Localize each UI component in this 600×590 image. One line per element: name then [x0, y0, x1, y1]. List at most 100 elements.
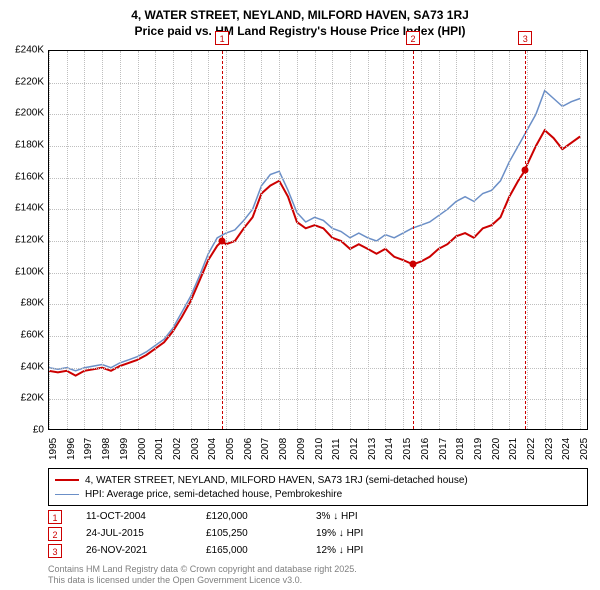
x-tick-label: 1997	[83, 438, 94, 460]
legend-label: HPI: Average price, semi-detached house,…	[85, 489, 342, 500]
event-row: 326-NOV-2021£165,00012% ↓ HPI	[48, 542, 588, 559]
event-date: 24-JUL-2015	[86, 528, 206, 539]
grid-line	[49, 336, 587, 337]
event-price: £105,250	[206, 528, 316, 539]
event-marker-label: 2	[406, 31, 420, 45]
grid-line	[509, 51, 510, 429]
grid-line	[49, 83, 587, 84]
events-table: 111-OCT-2004£120,0003% ↓ HPI224-JUL-2015…	[48, 508, 588, 559]
grid-line	[191, 51, 192, 429]
grid-line	[49, 114, 587, 115]
legend-label: 4, WATER STREET, NEYLAND, MILFORD HAVEN,…	[85, 475, 468, 486]
grid-line	[474, 51, 475, 429]
y-tick-label: £220K	[15, 76, 44, 87]
y-tick-label: £160K	[15, 171, 44, 182]
x-tick-label: 2016	[420, 438, 431, 460]
grid-line	[492, 51, 493, 429]
x-tick-label: 2013	[367, 438, 378, 460]
y-tick-label: £0	[33, 425, 44, 436]
grid-line	[297, 51, 298, 429]
grid-line	[332, 51, 333, 429]
chart-title: 4, WATER STREET, NEYLAND, MILFORD HAVEN,…	[0, 0, 600, 39]
y-tick-label: £120K	[15, 235, 44, 246]
event-diff: 12% ↓ HPI	[316, 545, 363, 556]
legend: 4, WATER STREET, NEYLAND, MILFORD HAVEN,…	[48, 468, 588, 506]
grid-line	[261, 51, 262, 429]
grid-line	[49, 304, 587, 305]
event-marker-dot	[522, 166, 529, 173]
x-tick-label: 2010	[314, 438, 325, 460]
grid-line	[208, 51, 209, 429]
grid-line	[84, 51, 85, 429]
event-number-box: 3	[48, 544, 62, 558]
legend-item: HPI: Average price, semi-detached house,…	[55, 487, 581, 501]
event-marker-line	[525, 51, 526, 429]
x-tick-label: 2021	[508, 438, 519, 460]
x-tick-label: 1998	[101, 438, 112, 460]
x-tick-label: 2018	[455, 438, 466, 460]
x-tick-label: 2015	[402, 438, 413, 460]
grid-line	[49, 368, 587, 369]
grid-line	[49, 178, 587, 179]
grid-line	[421, 51, 422, 429]
event-marker-dot	[219, 238, 226, 245]
chart-plot-area: 123	[48, 50, 588, 430]
grid-line	[49, 399, 587, 400]
y-tick-label: £60K	[21, 330, 44, 341]
y-tick-label: £100K	[15, 266, 44, 277]
y-axis: £0£20K£40K£60K£80K£100K£120K£140K£160K£1…	[0, 50, 46, 430]
grid-line	[580, 51, 581, 429]
x-tick-label: 2009	[296, 438, 307, 460]
grid-line	[545, 51, 546, 429]
x-tick-label: 2008	[278, 438, 289, 460]
x-tick-label: 2023	[544, 438, 555, 460]
x-tick-label: 2020	[491, 438, 502, 460]
event-number-box: 1	[48, 510, 62, 524]
grid-line	[155, 51, 156, 429]
legend-swatch	[55, 494, 79, 495]
x-tick-label: 1996	[66, 438, 77, 460]
y-tick-label: £20K	[21, 393, 44, 404]
x-tick-label: 2012	[349, 438, 360, 460]
grid-line	[527, 51, 528, 429]
grid-line	[49, 273, 587, 274]
grid-line	[350, 51, 351, 429]
x-tick-label: 2007	[260, 438, 271, 460]
x-tick-label: 2022	[526, 438, 537, 460]
grid-line	[49, 241, 587, 242]
grid-line	[315, 51, 316, 429]
y-tick-label: £140K	[15, 203, 44, 214]
grid-line	[49, 146, 587, 147]
event-diff: 3% ↓ HPI	[316, 511, 358, 522]
legend-item: 4, WATER STREET, NEYLAND, MILFORD HAVEN,…	[55, 473, 581, 487]
event-row: 111-OCT-2004£120,0003% ↓ HPI	[48, 508, 588, 525]
footer-line2: This data is licensed under the Open Gov…	[48, 575, 357, 586]
legend-swatch	[55, 479, 79, 481]
y-tick-label: £80K	[21, 298, 44, 309]
grid-line	[102, 51, 103, 429]
y-tick-label: £40K	[21, 361, 44, 372]
x-tick-label: 2014	[384, 438, 395, 460]
grid-line	[368, 51, 369, 429]
grid-line	[173, 51, 174, 429]
grid-line	[244, 51, 245, 429]
event-marker-label: 3	[518, 31, 532, 45]
event-date: 26-NOV-2021	[86, 545, 206, 556]
grid-line	[49, 51, 50, 429]
x-tick-label: 2004	[207, 438, 218, 460]
footer-attribution: Contains HM Land Registry data © Crown c…	[48, 564, 357, 586]
x-tick-label: 2006	[243, 438, 254, 460]
x-tick-label: 2019	[473, 438, 484, 460]
x-tick-label: 2025	[579, 438, 590, 460]
grid-line	[226, 51, 227, 429]
x-tick-label: 2011	[331, 438, 342, 460]
x-tick-label: 1999	[119, 438, 130, 460]
event-marker-dot	[410, 261, 417, 268]
event-marker-line	[413, 51, 414, 429]
grid-line	[439, 51, 440, 429]
x-tick-label: 2002	[172, 438, 183, 460]
y-tick-label: £180K	[15, 140, 44, 151]
grid-line	[120, 51, 121, 429]
x-tick-label: 2005	[225, 438, 236, 460]
y-tick-label: £240K	[15, 45, 44, 56]
